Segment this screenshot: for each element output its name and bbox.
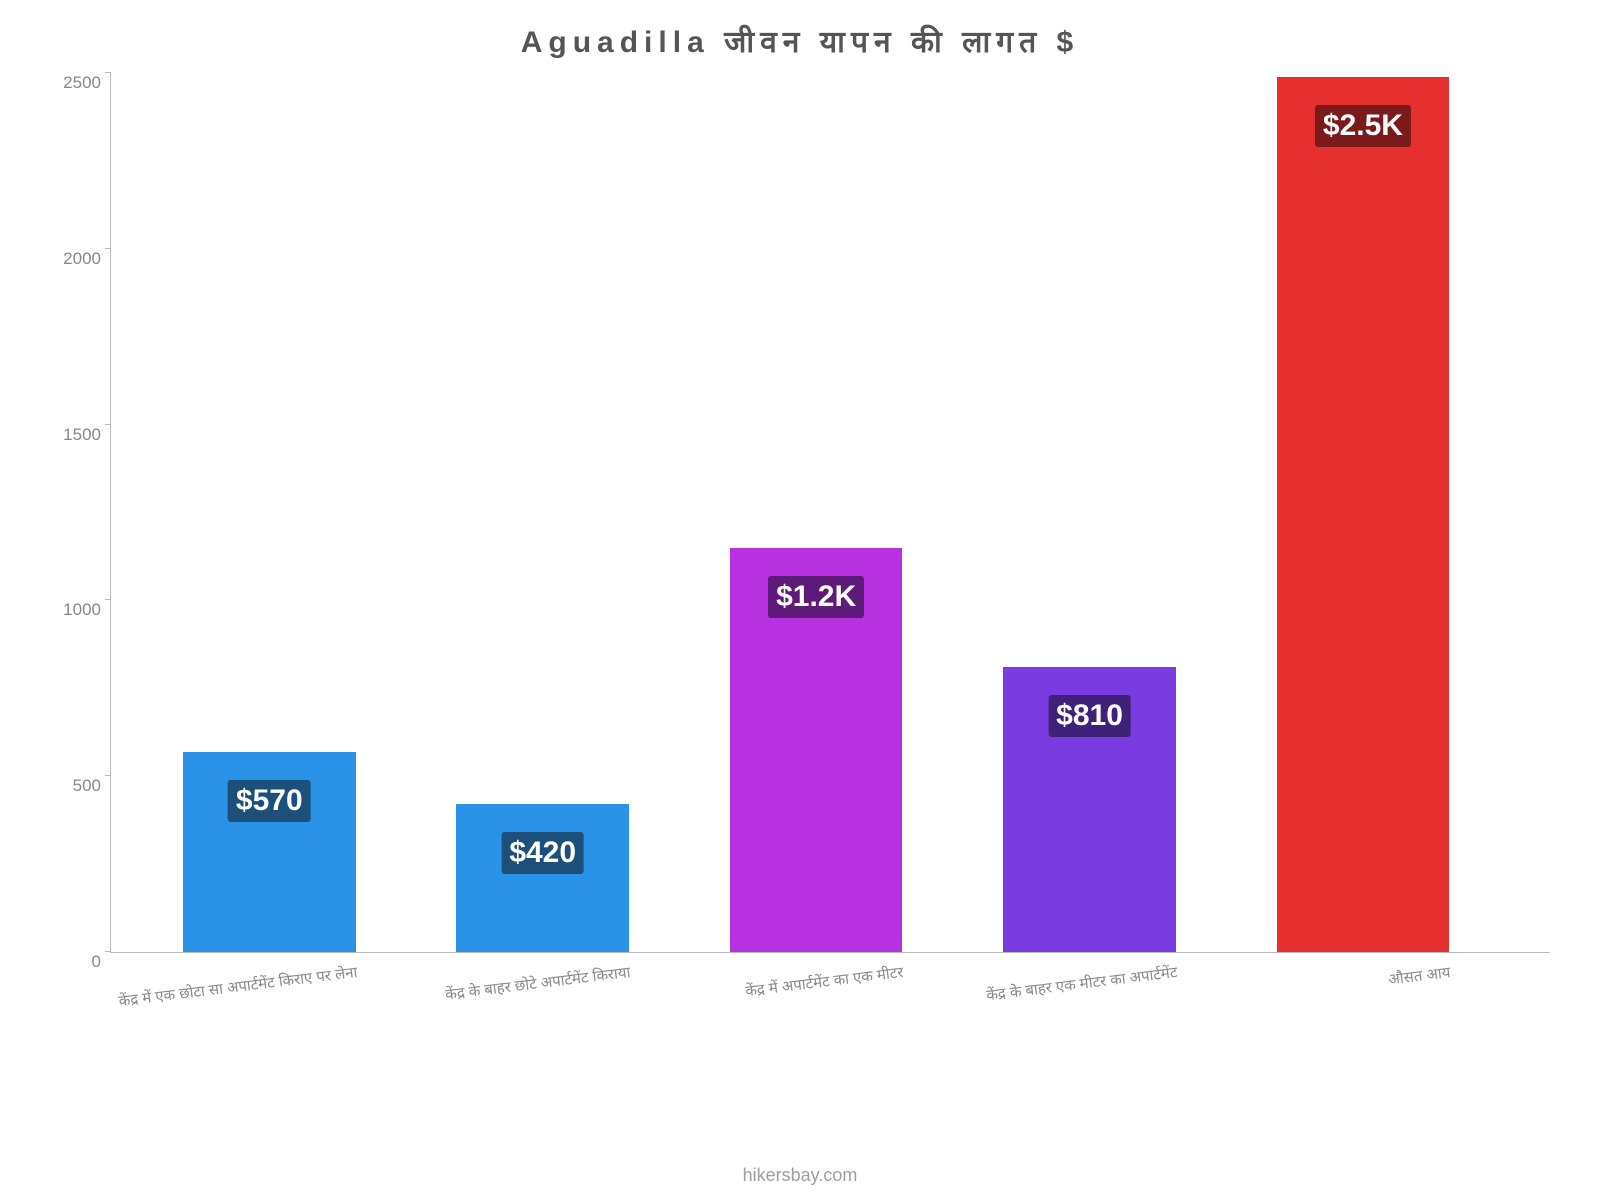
- plot-area: 05001000150020002500$570केंद्र में एक छो…: [110, 73, 1550, 953]
- y-axis-tick-mark: [105, 775, 111, 776]
- y-axis-tick-label: 2500: [51, 73, 101, 93]
- y-axis-tick-label: 1500: [51, 425, 101, 445]
- bar-value-label: $1.2K: [768, 576, 864, 618]
- bar: [1277, 77, 1450, 952]
- bar-value-label: $420: [501, 832, 584, 874]
- chart-title: Aguadilla जीवन यापन की लागत $: [30, 20, 1570, 61]
- y-axis-tick-label: 500: [51, 776, 101, 796]
- chart-container: Aguadilla जीवन यापन की लागत $ 0500100015…: [30, 20, 1570, 1120]
- y-axis-tick-label: 0: [51, 952, 101, 972]
- y-axis-tick-mark: [105, 951, 111, 952]
- y-axis-tick-mark: [105, 248, 111, 249]
- y-axis-tick-mark: [105, 424, 111, 425]
- footer-attribution: hikersbay.com: [0, 1165, 1600, 1186]
- y-axis-tick-label: 2000: [51, 249, 101, 269]
- bar: [456, 804, 629, 952]
- y-axis-tick-label: 1000: [51, 600, 101, 620]
- y-axis-tick-mark: [105, 72, 111, 73]
- bar-value-label: $810: [1048, 695, 1131, 737]
- bar-value-label: $2.5K: [1315, 105, 1411, 147]
- y-axis-tick-mark: [105, 599, 111, 600]
- bar-value-label: $570: [228, 780, 311, 822]
